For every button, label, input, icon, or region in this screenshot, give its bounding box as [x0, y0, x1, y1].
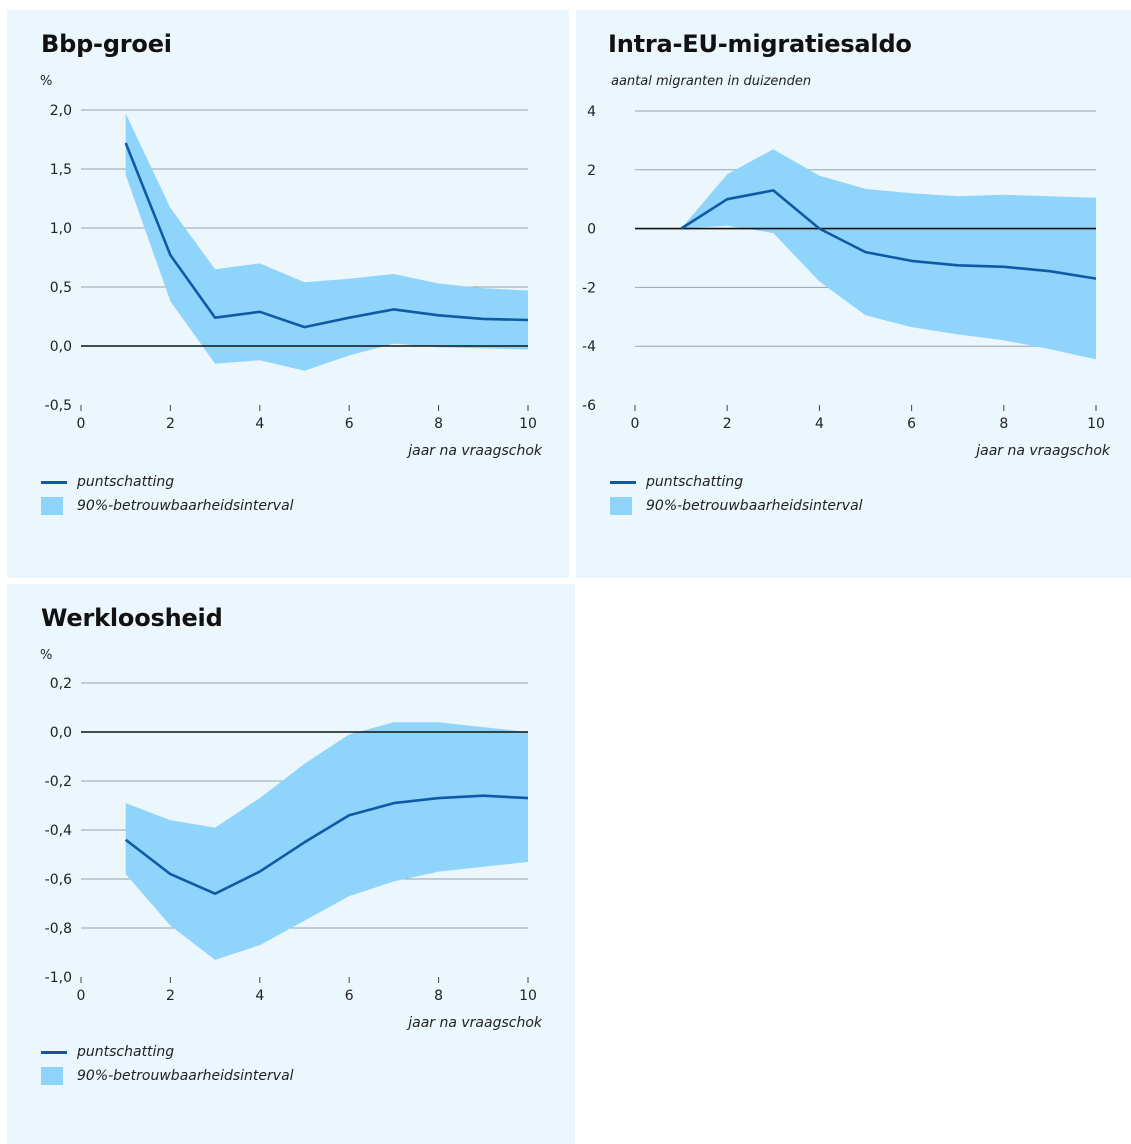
y-axis-unit: %: [40, 74, 53, 89]
legend-item-band: 90%-betrouwbaarheidsinterval: [41, 1064, 294, 1088]
y-tick-label: -0,2: [45, 774, 72, 790]
gdp-growth-panel: Bbp-groei % -0,5 0,0 0,5 1,0 1,5 2,0 0 2 4 6 8 10 ja…: [7, 10, 569, 578]
legend-band-swatch: [610, 497, 632, 515]
y-tick-label: 1,0: [50, 221, 72, 237]
gdp-growth-plot: -0,5 0,0 0,5 1,0 1,5 2,0 0 2 4 6 8 10 jaar na vraags…: [45, 103, 543, 459]
y-axis-unit: aantal migranten in duizenden: [611, 74, 812, 89]
legend: puntschatting 90%-betrouwbaarheidsinterv…: [41, 470, 294, 518]
x-tick-label: 10: [519, 988, 537, 1004]
x-axis-title: jaar na vraagschok: [406, 1015, 543, 1031]
legend-band-label: 90%-betrouwbaarheidsinterval: [77, 1068, 294, 1084]
y-tick-label: -1,0: [45, 970, 72, 986]
legend-line-swatch: [41, 1050, 67, 1054]
legend-line-label: puntschatting: [77, 1044, 175, 1060]
confidence-band: [125, 113, 528, 371]
y-tick-label: -0,6: [45, 872, 72, 888]
x-tick-label: 8: [434, 988, 443, 1004]
x-axis-title: jaar na vraagschok: [974, 443, 1111, 459]
y-tick-label: -2: [582, 280, 596, 296]
unemployment-panel: Werkloosheid % -1,0 -0,8 -0,6 -0,4 -0,2 0,0 0,…: [7, 584, 575, 1144]
x-axis-title: jaar na vraagschok: [406, 443, 543, 459]
x-tick-label: 2: [166, 416, 175, 432]
y-tick-label: 0,5: [50, 280, 72, 296]
x-tick-label: 10: [1087, 416, 1105, 432]
legend-line-swatch: [610, 480, 636, 484]
y-tick-label: 0,2: [50, 676, 72, 692]
x-tick-label: 6: [345, 988, 354, 1004]
x-tick-label: 4: [255, 988, 264, 1004]
y-tick-label: 4: [587, 104, 596, 120]
unemployment-plot: -1,0 -0,8 -0,6 -0,4 -0,2 0,0 0,2 0 2 4 6 8 10 jaar na…: [45, 676, 543, 1031]
legend: puntschatting 90%-betrouwbaarheidsinterv…: [41, 1040, 294, 1088]
legend-item-line: puntschatting: [41, 1040, 294, 1064]
migration-plot: -6 -4 -2 0 2 4 0 2 4 6 8 10 jaar na vraagschok: [582, 104, 1111, 459]
legend: puntschatting 90%-betrouwbaarheidsinterv…: [610, 470, 863, 518]
chart-title: Werkloosheid: [41, 604, 223, 632]
legend-band-swatch: [41, 497, 63, 515]
x-tick-label: 0: [77, 416, 86, 432]
y-tick-label: 0,0: [50, 725, 72, 741]
legend-band-swatch: [41, 1067, 63, 1085]
legend-band-label: 90%-betrouwbaarheidsinterval: [77, 498, 294, 514]
x-tick-label: 0: [77, 988, 86, 1004]
point-estimate-line: [124, 794, 529, 896]
x-tick-label: 2: [723, 416, 732, 432]
y-tick-label: 1,5: [50, 162, 72, 178]
migration-panel: Intra-EU-migratiesaldo aantal migranten …: [576, 10, 1131, 578]
x-tick-label: 4: [255, 416, 264, 432]
y-tick-label: 2,0: [50, 103, 72, 119]
y-tick-label: -6: [582, 398, 596, 414]
x-tick-label: 10: [519, 416, 537, 432]
y-tick-label: 0,0: [50, 339, 72, 355]
point-estimate-line: [124, 142, 529, 329]
x-tick-label: 6: [345, 416, 354, 432]
x-tick-label: 8: [434, 416, 443, 432]
y-tick-label: 2: [587, 163, 596, 179]
y-axis-unit: %: [40, 648, 53, 663]
legend-line-label: puntschatting: [646, 474, 744, 490]
legend-item-line: puntschatting: [41, 470, 294, 494]
x-tick-label: 6: [907, 416, 916, 432]
legend-item-band: 90%-betrouwbaarheidsinterval: [610, 494, 863, 518]
y-tick-label: -0,4: [45, 823, 72, 839]
chart-title: Intra-EU-migratiesaldo: [608, 30, 912, 58]
x-tick-label: 4: [815, 416, 824, 432]
x-tick-label: 2: [166, 988, 175, 1004]
chart-title: Bbp-groei: [41, 30, 172, 58]
x-tick-label: 8: [999, 416, 1008, 432]
y-tick-label: -0,8: [45, 921, 72, 937]
legend-line-label: puntschatting: [77, 474, 175, 490]
point-estimate-line: [680, 189, 1097, 280]
y-tick-label: -0,5: [45, 398, 72, 414]
confidence-band: [681, 149, 1096, 360]
y-tick-label: -4: [582, 339, 596, 355]
legend-item-band: 90%-betrouwbaarheidsinterval: [41, 494, 294, 518]
legend-line-swatch: [41, 480, 67, 484]
legend-item-line: puntschatting: [610, 470, 863, 494]
x-tick-label: 0: [631, 416, 640, 432]
confidence-band: [125, 722, 528, 960]
legend-band-label: 90%-betrouwbaarheidsinterval: [646, 498, 863, 514]
y-tick-label: 0: [587, 222, 596, 238]
